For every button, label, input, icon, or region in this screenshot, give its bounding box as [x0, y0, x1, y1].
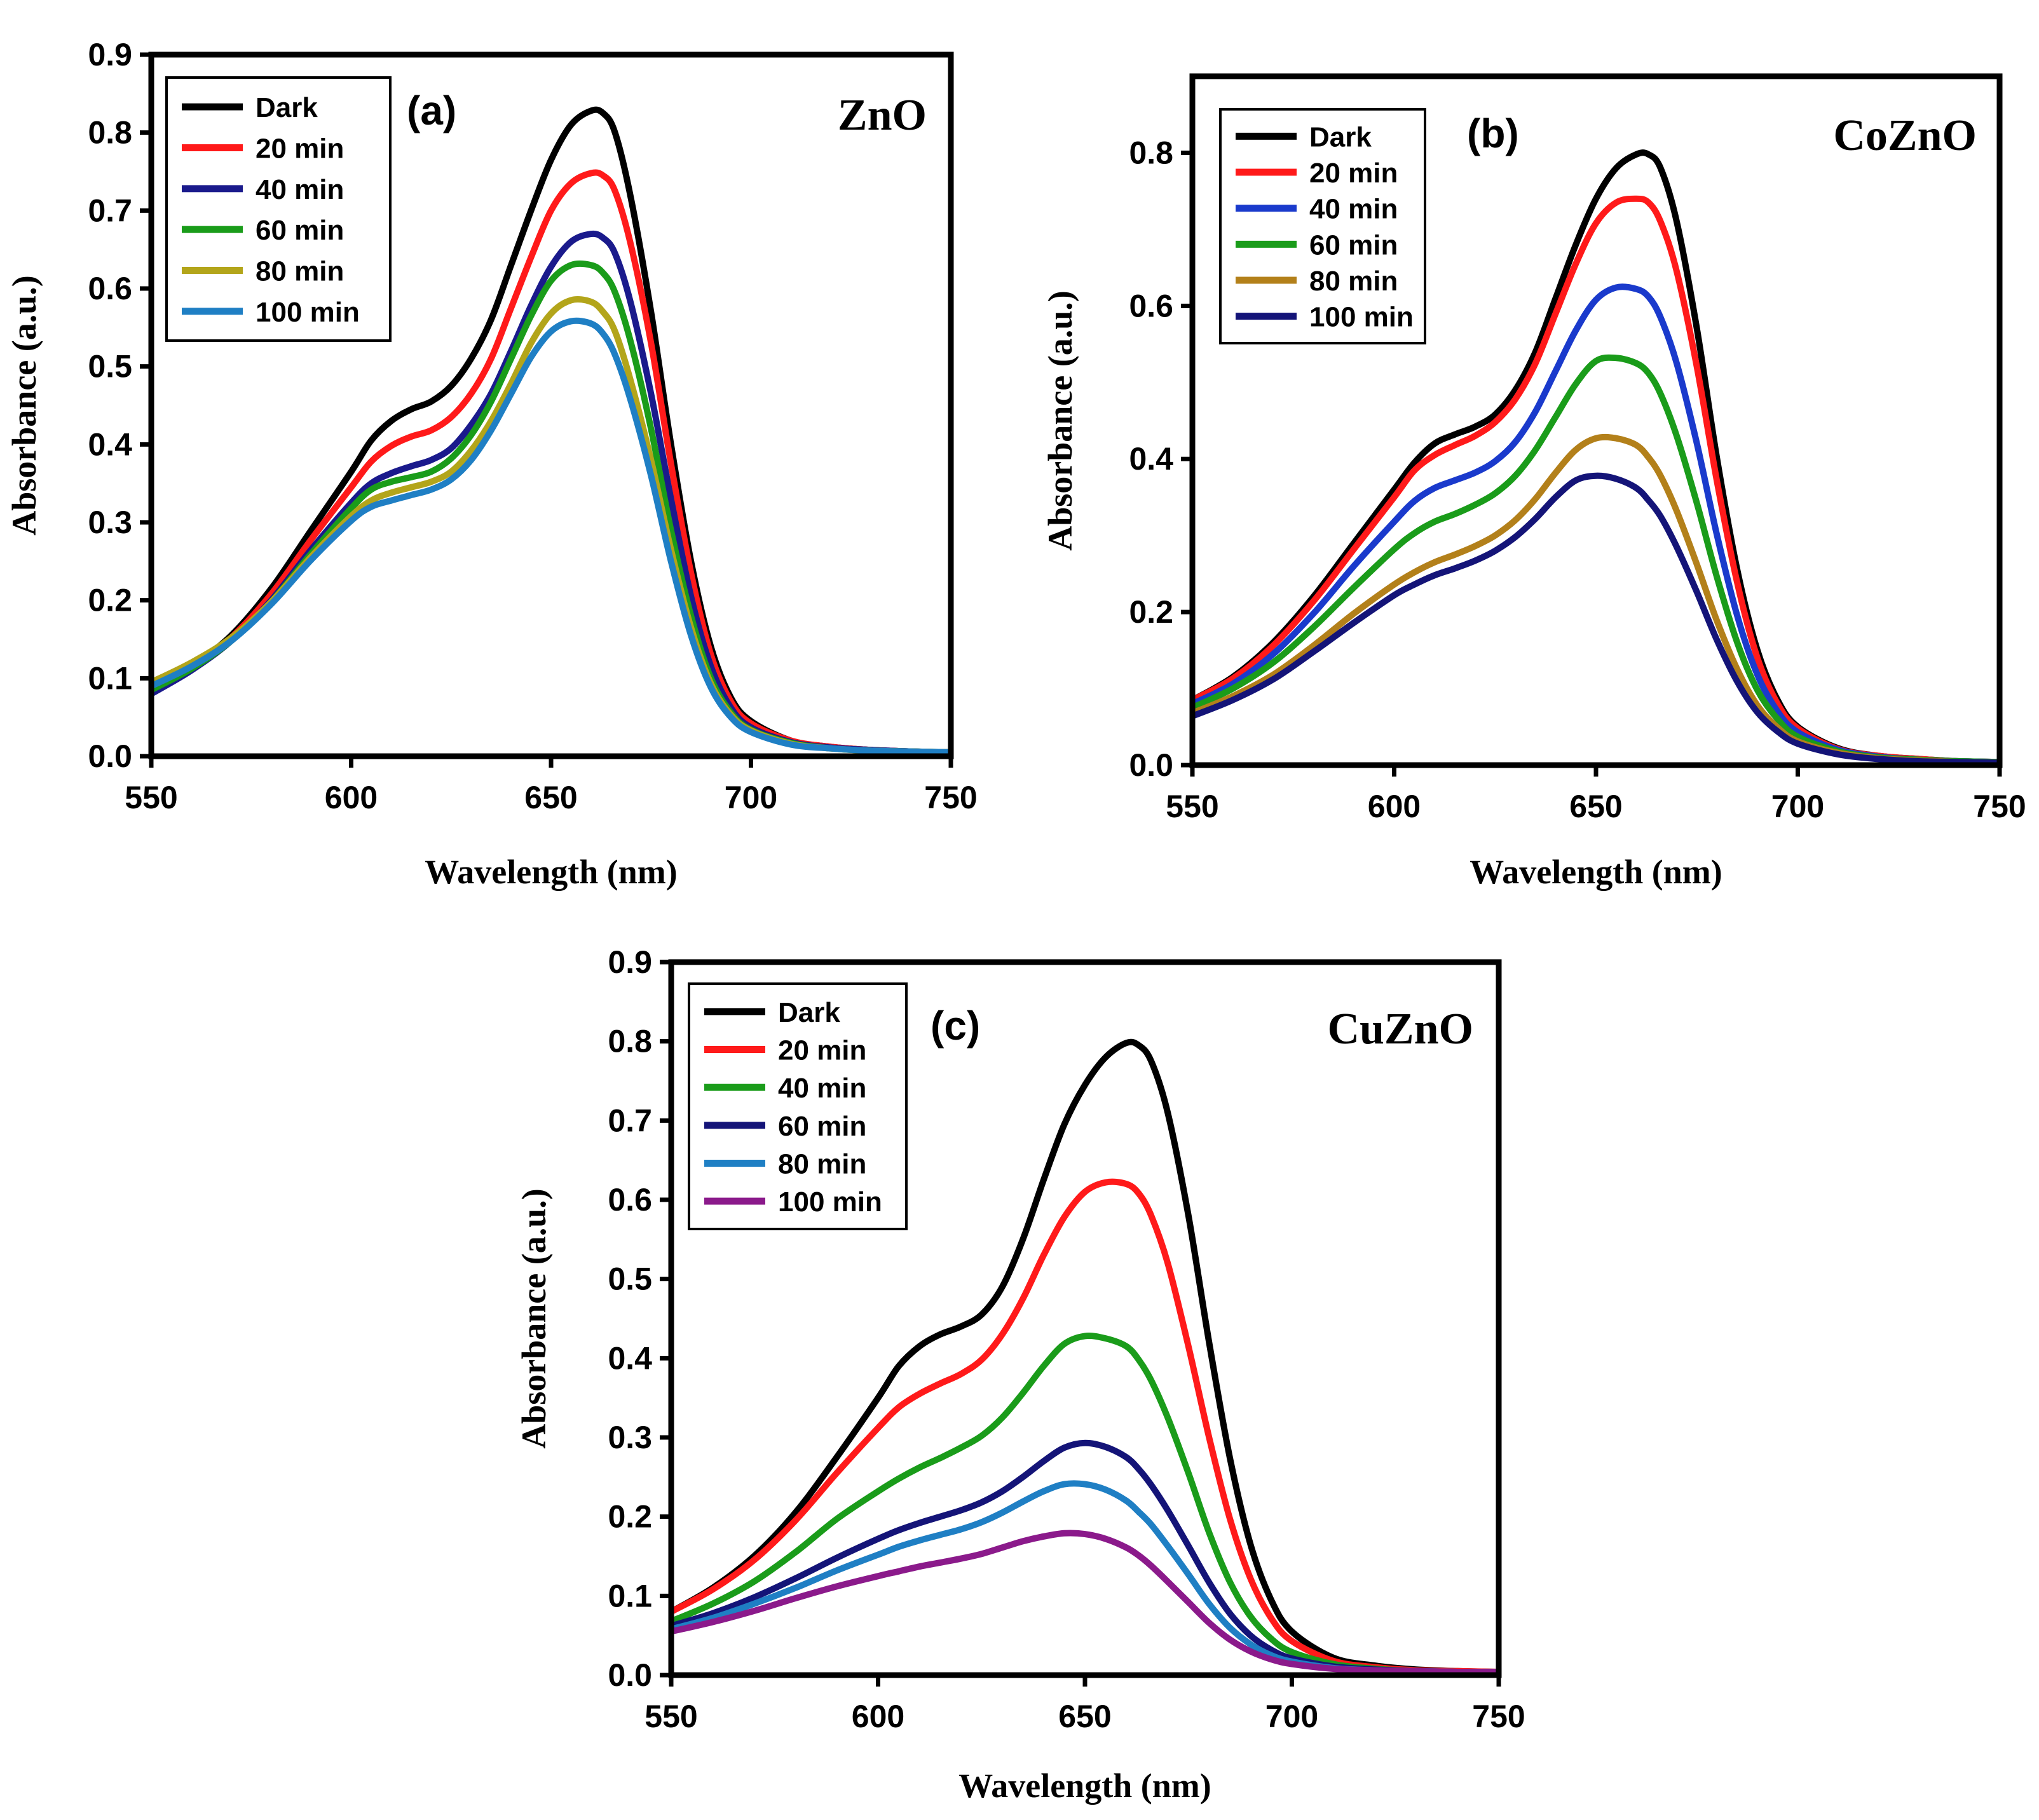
legend: Dark 20 min 40 min 60 min 80 min 100 min — [1219, 108, 1426, 344]
y-tick-label: 0.9 — [608, 944, 652, 980]
x-tick-label: 600 — [325, 780, 378, 815]
series-line-20-min — [671, 1178, 1499, 1675]
legend-label: Dark — [1309, 121, 1372, 153]
series-line-20-min — [151, 169, 951, 756]
x-tick-label: 650 — [1058, 1699, 1111, 1734]
legend-label: 80 min — [256, 256, 344, 287]
x-tick-label: 650 — [1569, 789, 1622, 824]
legend-label: 20 min — [778, 1035, 866, 1066]
y-axis-title: Absorbance (a.u.) — [1041, 290, 1079, 551]
legend-label: 40 min — [1309, 194, 1398, 225]
series-line-40-min — [671, 1333, 1499, 1675]
x-tick-label: 750 — [1472, 1699, 1525, 1734]
y-axis-title: Absorbance (a.u.) — [515, 1188, 553, 1449]
series-line-100-min — [671, 1530, 1499, 1675]
series-line-60-min — [1192, 354, 2000, 765]
x-tick-label: 700 — [1771, 789, 1824, 824]
y-tick-label: 0.2 — [1129, 594, 1173, 630]
panel-label: (c) — [931, 1003, 980, 1049]
series-line-40-min — [1192, 283, 2000, 765]
x-tick-label: 750 — [1973, 789, 2026, 824]
y-tick-label: 0.7 — [608, 1103, 652, 1138]
y-tick-label: 0.3 — [88, 505, 132, 540]
y-tick-label: 0.2 — [608, 1499, 652, 1535]
y-tick-label: 0.7 — [88, 193, 132, 228]
series-line-dark — [671, 1038, 1499, 1675]
legend-label: 100 min — [778, 1186, 882, 1218]
y-tick-label: 0.6 — [88, 271, 132, 306]
legend-label: 100 min — [1309, 302, 1414, 333]
legend-label: 40 min — [778, 1073, 866, 1104]
legend-label: 80 min — [778, 1149, 866, 1180]
legend-label: Dark — [256, 92, 318, 123]
x-axis-title: Wavelength (nm) — [1470, 853, 1722, 891]
x-tick-label: 700 — [725, 780, 777, 815]
x-axis-title: Wavelength (nm) — [425, 853, 678, 891]
x-tick-label: 600 — [1368, 789, 1421, 824]
y-axis-title: Absorbance (a.u.) — [5, 275, 43, 536]
x-axis-title: Wavelength (nm) — [958, 1767, 1211, 1805]
y-tick-label: 0.2 — [88, 583, 132, 618]
y-tick-label: 0.3 — [608, 1420, 652, 1455]
legend: Dark 20 min 40 min 60 min 80 min 100 min — [165, 76, 392, 342]
chart-panel-3: 550 600 650 700 750 0.0 0.1 0.2 0.3 0.4 0.5 0.6 0.7 0… — [515, 944, 1525, 1805]
legend-label: 40 min — [256, 174, 344, 205]
legend-label: 20 min — [1309, 158, 1398, 189]
chart-panel-2: 550 600 650 700 750 0.0 0.2 0.4 0.6 0.8 Wavelength… — [1041, 73, 2026, 891]
x-tick-label: 650 — [524, 780, 577, 815]
panel-label: (a) — [407, 88, 456, 133]
y-tick-label: 0.9 — [88, 37, 132, 72]
series-line-20-min — [1192, 195, 2000, 765]
y-tick-label: 0.6 — [1129, 288, 1173, 323]
material-label: CoZnO — [1833, 111, 1977, 160]
y-tick-label: 0.1 — [608, 1578, 652, 1613]
y-tick-label: 0.8 — [1129, 135, 1173, 170]
legend-label: 60 min — [778, 1111, 866, 1142]
x-tick-label: 550 — [644, 1699, 697, 1734]
legend: Dark 20 min 40 min 60 min 80 min 100 min — [688, 982, 908, 1230]
legend-label: 20 min — [256, 133, 344, 165]
series-line-100-min — [1192, 472, 2000, 765]
material-label: CuZnO — [1327, 1005, 1473, 1054]
y-tick-label: 0.4 — [608, 1340, 652, 1376]
y-tick-label: 0.4 — [88, 426, 132, 462]
material-label: ZnO — [838, 91, 927, 140]
x-tick-label: 550 — [125, 780, 177, 815]
y-tick-label: 0.1 — [88, 660, 132, 696]
legend-box — [688, 982, 908, 1230]
x-tick-label: 750 — [924, 780, 977, 815]
y-tick-label: 0.5 — [608, 1261, 652, 1297]
series-line-100-min — [151, 317, 951, 756]
legend-label: 60 min — [1309, 229, 1398, 261]
legend-label: 80 min — [1309, 266, 1398, 297]
y-tick-label: 0.8 — [88, 115, 132, 151]
legend-label: Dark — [778, 997, 840, 1028]
legend-box — [165, 76, 392, 342]
chart-panel-1: 550 600 650 700 750 0.0 0.1 0.2 0.3 0.4 0.5 0.6 0.7 0… — [5, 37, 978, 891]
y-tick-label: 0.0 — [1129, 747, 1173, 783]
legend-label: 60 min — [256, 215, 344, 246]
y-tick-label: 0.0 — [88, 738, 132, 774]
legend-label: 100 min — [256, 297, 360, 328]
y-tick-label: 0.0 — [608, 1657, 652, 1693]
y-tick-label: 0.8 — [608, 1024, 652, 1059]
x-tick-label: 700 — [1265, 1699, 1318, 1734]
x-tick-label: 600 — [852, 1699, 904, 1734]
y-tick-label: 0.6 — [608, 1182, 652, 1218]
y-tick-label: 0.4 — [1129, 441, 1173, 477]
panel-label: (b) — [1467, 111, 1519, 156]
x-tick-label: 550 — [1166, 789, 1218, 824]
legend-box — [1219, 108, 1426, 344]
y-tick-label: 0.5 — [88, 349, 132, 384]
